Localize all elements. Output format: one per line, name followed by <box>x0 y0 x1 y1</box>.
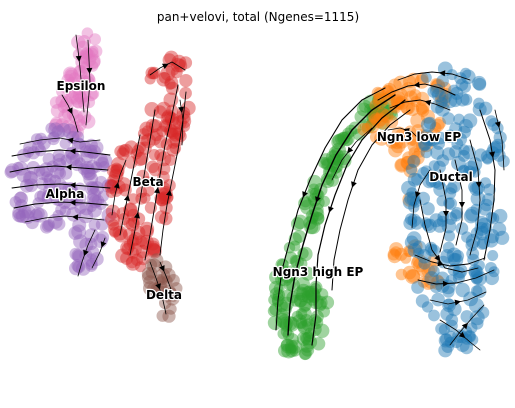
cell-point <box>76 261 91 276</box>
cell-point <box>403 266 417 280</box>
cluster-label-epsilon: Epsilon <box>57 79 106 93</box>
cell-point <box>162 310 175 323</box>
streamline-arrow <box>328 206 334 213</box>
cell-point <box>450 209 462 221</box>
cell-point <box>473 78 486 91</box>
streamline-arrow <box>351 181 357 188</box>
cell-point <box>439 324 450 335</box>
cell-point <box>53 149 66 162</box>
cell-point <box>66 207 81 222</box>
cell-point <box>173 115 187 129</box>
cell-point <box>477 306 489 318</box>
cell-point <box>464 209 478 223</box>
cell-point <box>318 306 330 318</box>
cell-point <box>116 207 129 220</box>
cell-point <box>452 250 464 262</box>
cluster-label-beta: Beta <box>132 175 163 189</box>
cell-point <box>495 231 509 245</box>
cell-point <box>416 103 428 115</box>
streamline-arrow <box>459 202 465 208</box>
cell-point <box>422 202 435 215</box>
cell-point <box>428 310 440 322</box>
cell-point <box>53 210 64 221</box>
cell-point <box>443 242 455 254</box>
cell-point <box>463 113 478 128</box>
cell-point <box>87 182 99 194</box>
cell-point <box>154 149 166 161</box>
cell-point <box>451 156 466 171</box>
cluster-label-delta: Delta <box>146 288 182 302</box>
cell-point <box>407 231 422 246</box>
cluster-label-ductal: Ductal <box>429 170 473 184</box>
cell-point <box>440 307 453 320</box>
cell-point <box>403 216 417 230</box>
cell-point <box>285 340 298 353</box>
cell-point <box>114 145 126 157</box>
cell-point <box>302 318 315 331</box>
cell-point <box>113 226 128 241</box>
cluster-beta-points <box>104 51 195 273</box>
cell-point <box>456 222 469 235</box>
cell-point <box>393 76 408 91</box>
cell-point <box>94 153 108 167</box>
cell-point <box>170 143 181 154</box>
cell-point <box>157 274 168 285</box>
cell-point <box>480 199 493 212</box>
cell-point <box>421 72 432 83</box>
cluster-label-ngn3-low-ep: Ngn3 low EP <box>377 130 462 144</box>
cell-point <box>459 81 471 93</box>
cell-point <box>425 244 438 257</box>
cell-point <box>470 270 483 283</box>
streamline-arrow <box>347 147 353 154</box>
cell-point <box>437 154 450 167</box>
cell-point <box>449 94 462 107</box>
cell-point <box>394 248 407 261</box>
cell-point <box>300 332 311 343</box>
cell-point <box>153 105 166 118</box>
cell-point <box>424 117 437 130</box>
cell-point <box>43 219 55 231</box>
cell-point <box>66 131 79 144</box>
cell-point <box>289 241 300 252</box>
cell-point <box>302 290 315 303</box>
cell-point <box>411 281 424 294</box>
cell-point <box>142 267 156 281</box>
cluster-label-alpha: Alpha <box>46 187 85 201</box>
cell-point <box>461 310 474 323</box>
cell-point <box>45 123 56 134</box>
cell-point <box>493 209 507 223</box>
cell-point <box>10 196 22 208</box>
cell-point <box>487 250 498 261</box>
chart-title: pan+velovi, total (Ngenes=1115) <box>157 10 359 24</box>
cell-point <box>406 164 417 175</box>
cell-point <box>443 286 455 298</box>
cell-point <box>431 293 445 307</box>
cell-point <box>382 85 394 97</box>
cell-point <box>147 131 162 146</box>
cell-point <box>131 254 143 266</box>
cell-point <box>71 35 85 49</box>
cell-point <box>466 322 477 333</box>
cell-point <box>474 222 488 236</box>
cluster-label-ngn3-high-ep: Ngn3 high EP <box>273 265 364 279</box>
cell-point <box>429 213 443 227</box>
